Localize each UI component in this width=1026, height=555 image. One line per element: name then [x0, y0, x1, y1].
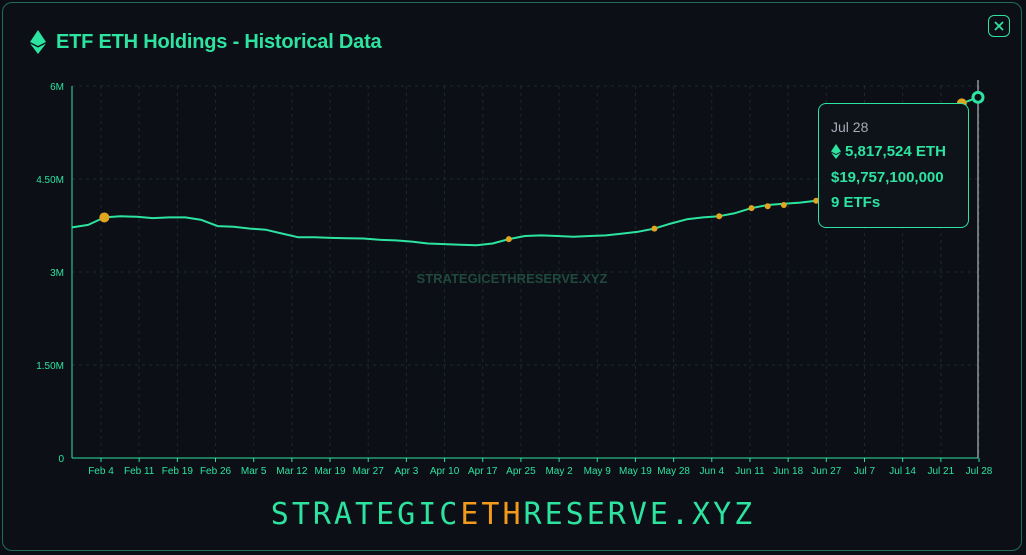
x-tick-label: Apr 25 — [506, 466, 536, 477]
chart-title: ETF ETH Holdings - Historical Data — [30, 28, 382, 56]
x-tick-label: Jun 4 — [700, 466, 725, 477]
x-tick-label: Feb 19 — [162, 466, 194, 477]
tooltip-eth-row: 5,817,524 ETH — [831, 143, 956, 160]
x-tick-label: Mar 19 — [314, 466, 346, 477]
ethereum-diamond-icon — [831, 144, 841, 159]
x-tick-label: Jul 14 — [889, 466, 916, 477]
brand-right: RESERVE.XYZ — [523, 497, 756, 532]
x-tick-label: Jul 21 — [927, 466, 954, 477]
event-marker[interactable] — [748, 205, 755, 212]
close-x-icon — [994, 21, 1004, 31]
x-tick-label: Mar 5 — [241, 466, 267, 477]
brand-mid: ETH — [460, 497, 524, 532]
highlighted-point[interactable] — [971, 90, 985, 104]
x-tick-label: May 9 — [584, 466, 612, 477]
x-tick-label: Jul 7 — [854, 466, 876, 477]
event-marker[interactable] — [716, 213, 723, 220]
event-marker[interactable] — [813, 197, 820, 204]
chart-title-text: ETF ETH Holdings - Historical Data — [56, 30, 382, 53]
event-marker[interactable] — [505, 236, 512, 243]
y-tick-label: 4.50M — [36, 175, 64, 186]
x-tick-label: Apr 17 — [468, 466, 498, 477]
x-tick-label: May 28 — [657, 466, 690, 477]
x-tick-label: Feb 4 — [88, 466, 114, 477]
close-button[interactable] — [988, 15, 1010, 37]
x-tick-label: Jun 11 — [735, 466, 765, 477]
tooltip-date: Jul 28 — [831, 119, 869, 135]
x-tick-label: Mar 27 — [353, 466, 385, 477]
y-tick-label: 3M — [50, 268, 64, 279]
tooltip-etf-count: 9 ETFs — [831, 194, 881, 211]
y-tick-label: 6M — [50, 82, 64, 93]
x-tick-label: Jun 27 — [811, 466, 841, 477]
tooltip-usd-value: $19,757,100,000 — [831, 169, 944, 186]
event-marker[interactable] — [651, 225, 658, 232]
ethereum-diamond-icon — [30, 30, 46, 54]
x-tick-label: Apr 10 — [430, 466, 460, 477]
x-tick-label: Feb 26 — [200, 466, 232, 477]
x-tick-label: May 2 — [545, 466, 573, 477]
x-tick-label: May 19 — [619, 466, 652, 477]
brand-left: STRATEGIC — [270, 497, 461, 532]
tooltip-eth-amount: 5,817,524 ETH — [845, 143, 946, 160]
event-marker[interactable] — [780, 202, 787, 209]
hover-tooltip: Jul 28 5,817,524 ETH $19,757,100,000 9 E… — [818, 103, 969, 228]
x-tick-label: Apr 3 — [394, 466, 418, 477]
x-tick-label: Mar 12 — [276, 466, 308, 477]
y-tick-label: 1.50M — [36, 361, 64, 372]
event-marker[interactable] — [99, 212, 110, 223]
chart-watermark: STRATEGICETHRESERVE.XYZ — [417, 271, 608, 286]
x-tick-label: Jul 28 — [966, 466, 993, 477]
brand-footer: STRATEGICETHRESERVE.XYZ — [0, 497, 1026, 532]
event-marker[interactable] — [764, 203, 771, 210]
x-tick-label: Feb 11 — [124, 466, 155, 477]
y-tick-label: 0 — [58, 454, 64, 465]
x-tick-label: Jun 18 — [773, 466, 803, 477]
